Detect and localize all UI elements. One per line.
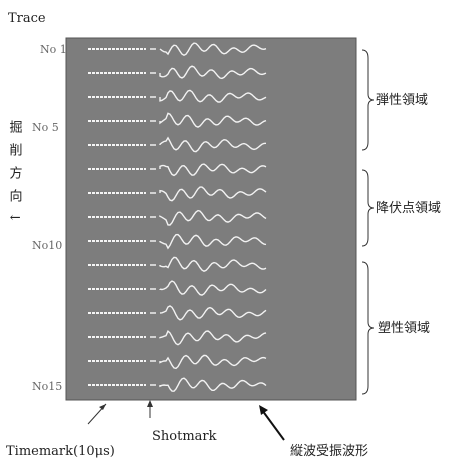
trace-label: No10 — [32, 239, 62, 252]
region-label: 降伏点領域 — [376, 200, 441, 216]
side-text: 掘削方向↓ — [7, 120, 23, 233]
annotation: 縦波受振波形 — [290, 444, 368, 459]
trace-label: No 5 — [32, 121, 59, 134]
figure-title: Trace — [8, 11, 46, 26]
region-label: 塑性領域 — [378, 320, 430, 336]
region-label: 弾性領域 — [376, 92, 428, 108]
trace-label: No 1 — [40, 43, 67, 56]
annotation: Shotmark — [152, 429, 217, 444]
figure: Trace No 1 No 5 No10 No15 掘削方向↓ 弾性領域 降伏点… — [0, 0, 471, 467]
trace-label: No15 — [32, 380, 62, 393]
annotation: Timemark(10μs) — [6, 444, 115, 459]
